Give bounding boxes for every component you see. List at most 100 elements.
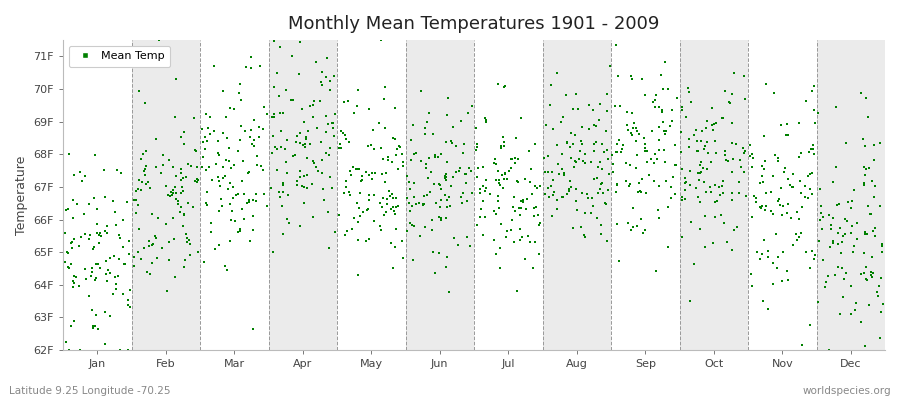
Point: [861, 114, 876, 120]
Point: [169, 173, 184, 180]
Point: [177, 211, 192, 217]
Point: [652, 137, 666, 143]
Point: [464, 168, 478, 174]
Point: [64, 323, 78, 330]
Point: [270, 166, 284, 173]
Point: [612, 137, 626, 144]
Point: [697, 146, 711, 152]
Point: [442, 289, 456, 296]
Point: [223, 237, 238, 244]
Point: [218, 263, 232, 269]
Point: [491, 198, 505, 204]
Point: [636, 134, 651, 141]
Point: [221, 158, 236, 165]
Point: [454, 193, 468, 200]
Point: [338, 132, 352, 138]
Point: [858, 343, 872, 350]
Point: [387, 208, 401, 214]
Point: [169, 196, 184, 202]
Point: [409, 200, 423, 207]
Point: [337, 98, 351, 105]
Point: [612, 258, 626, 264]
Point: [633, 187, 647, 194]
Point: [875, 243, 889, 249]
Point: [434, 196, 448, 203]
Point: [139, 181, 153, 188]
Point: [862, 164, 877, 171]
Point: [675, 234, 689, 241]
Point: [328, 228, 342, 235]
Point: [541, 169, 555, 175]
Point: [338, 136, 353, 142]
Point: [209, 161, 223, 167]
Point: [375, 195, 390, 201]
Point: [623, 180, 637, 187]
Point: [478, 188, 492, 194]
Point: [402, 200, 417, 206]
Point: [459, 234, 473, 240]
Point: [625, 76, 639, 82]
Point: [105, 198, 120, 204]
Point: [693, 198, 707, 205]
Point: [585, 194, 599, 201]
Point: [310, 164, 324, 170]
Point: [277, 146, 292, 152]
Point: [786, 242, 800, 248]
Point: [780, 277, 795, 283]
Point: [240, 200, 255, 206]
Point: [802, 148, 816, 155]
Point: [407, 194, 421, 201]
Point: [380, 196, 394, 202]
Point: [67, 196, 81, 203]
Point: [187, 178, 202, 184]
Point: [867, 193, 881, 200]
Point: [232, 90, 247, 96]
Point: [234, 122, 248, 129]
Point: [67, 273, 81, 280]
Point: [326, 119, 340, 126]
Point: [776, 203, 790, 210]
Point: [247, 136, 261, 143]
Point: [155, 244, 169, 251]
Point: [797, 183, 812, 190]
Point: [386, 204, 400, 210]
Point: [765, 211, 779, 217]
Bar: [131, 40, 200, 350]
Point: [812, 238, 826, 244]
Point: [389, 195, 403, 201]
Point: [130, 202, 145, 208]
Point: [571, 206, 585, 213]
Point: [478, 214, 492, 220]
Point: [645, 128, 660, 134]
Point: [718, 148, 733, 154]
Point: [828, 272, 842, 278]
Point: [229, 192, 243, 198]
Point: [598, 128, 613, 134]
Point: [646, 99, 661, 106]
Point: [749, 195, 763, 201]
Point: [537, 155, 552, 162]
Point: [181, 161, 195, 167]
Point: [204, 177, 219, 184]
Point: [803, 322, 817, 329]
Point: [601, 187, 616, 193]
Point: [537, 191, 552, 197]
Point: [67, 318, 81, 325]
Point: [323, 87, 338, 93]
Point: [678, 187, 692, 193]
Point: [495, 172, 509, 178]
Point: [314, 139, 328, 145]
Point: [236, 158, 250, 164]
Point: [265, 114, 279, 120]
Point: [313, 78, 328, 85]
Point: [766, 280, 780, 287]
Point: [452, 168, 466, 175]
Point: [864, 272, 878, 278]
Point: [657, 158, 671, 165]
Point: [298, 144, 312, 151]
Point: [226, 195, 240, 201]
Point: [98, 194, 112, 200]
Point: [718, 156, 733, 163]
Point: [727, 226, 742, 233]
Point: [589, 138, 603, 145]
